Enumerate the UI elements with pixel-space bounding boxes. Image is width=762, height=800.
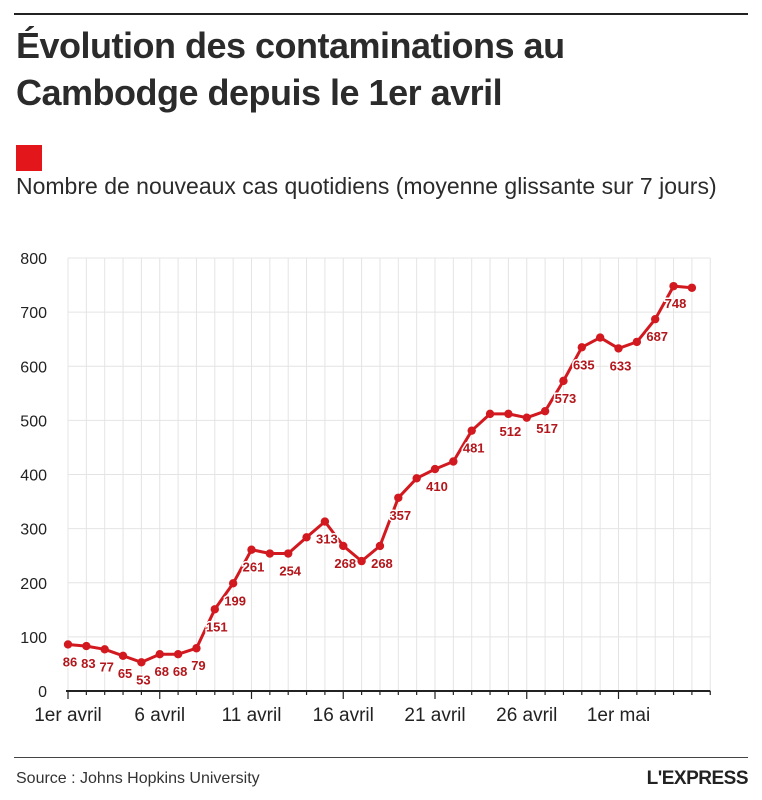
data-point	[540, 406, 550, 416]
data-label: 635	[573, 357, 595, 372]
y-tick-label: 400	[20, 468, 47, 485]
data-label: 86	[63, 654, 77, 669]
data-point	[449, 457, 458, 466]
data-point	[339, 541, 348, 551]
data-point	[284, 549, 293, 558]
data-label: 254	[279, 564, 301, 579]
data-label: 261	[243, 560, 265, 575]
data-point	[669, 281, 678, 291]
data-point	[302, 533, 311, 542]
y-tick-label: 300	[20, 522, 47, 539]
data-point	[485, 409, 495, 419]
chart-title: Évolution des contaminations au Cambodge…	[16, 25, 565, 113]
legend-swatch	[16, 145, 42, 171]
grid	[67, 257, 711, 691]
data-label: 517	[536, 421, 558, 436]
x-tick-label: 6 avril	[134, 705, 185, 726]
data-label: 83	[81, 656, 95, 671]
x-tick-label: 21 avril	[404, 705, 465, 726]
y-tick-label: 800	[20, 251, 47, 268]
data-label: 53	[136, 672, 150, 687]
data-label: 68	[173, 664, 187, 679]
data-label: 410	[426, 479, 448, 494]
data-point	[173, 649, 183, 659]
y-tick-label: 600	[20, 359, 47, 376]
data-point	[430, 464, 440, 474]
data-labels: 86 83 77 65 53 68 68 79 151 199 261 254 313 268 268 357…	[61, 295, 688, 689]
data-label: 79	[191, 658, 205, 673]
data-point	[687, 283, 697, 292]
legend-label: Nombre de nouveaux cas quotidiens (moyen…	[16, 173, 717, 199]
data-point	[228, 579, 238, 588]
data-points	[63, 281, 697, 667]
x-tick-label: 26 avril	[496, 705, 557, 726]
data-point	[155, 649, 164, 659]
data-point	[504, 409, 513, 419]
y-tick-label: 0	[38, 684, 47, 701]
data-point	[210, 605, 219, 614]
data-point	[467, 426, 476, 435]
data-point	[522, 413, 531, 422]
data-label: 512	[500, 424, 522, 439]
data-label: 573	[555, 391, 577, 406]
data-point	[577, 343, 586, 352]
data-point	[118, 651, 128, 661]
data-point	[614, 344, 623, 353]
x-tick-label: 11 avril	[222, 705, 282, 726]
data-label: 357	[389, 508, 411, 523]
y-tick-label: 500	[20, 413, 47, 430]
axes: 0 100 200 300 400 500 600 700 800 1er avril 6 avri…	[20, 251, 711, 726]
data-point	[82, 641, 91, 651]
data-label: 199	[224, 593, 246, 608]
data-point	[412, 474, 421, 483]
data-point	[632, 337, 642, 347]
data-label: 68	[155, 664, 169, 679]
line-chart: 0 100 200 300 400 500 600 700 800 1er avril 6 avri…	[20, 251, 711, 726]
data-point	[320, 517, 330, 526]
data-point	[375, 541, 385, 551]
data-label: 77	[99, 659, 113, 674]
data-point	[394, 493, 403, 502]
data-point	[137, 658, 146, 667]
data-point	[559, 376, 568, 386]
x-tick-label: 1er mai	[587, 705, 650, 726]
bottom-rule	[14, 757, 748, 758]
data-point	[63, 640, 73, 649]
data-label: 313	[316, 532, 338, 547]
data-label: 268	[334, 556, 356, 571]
data-point	[100, 645, 109, 654]
y-tick-label: 200	[20, 576, 47, 593]
data-point	[651, 314, 660, 324]
y-tick-label: 100	[20, 630, 47, 647]
data-label: 481	[463, 441, 485, 456]
source-note: Source : Johns Hopkins University	[16, 770, 260, 787]
data-label: 268	[371, 556, 393, 571]
data-label: 687	[646, 329, 668, 344]
y-tick-label: 700	[20, 305, 47, 322]
x-tick-label: 16 avril	[313, 705, 374, 726]
data-label: 748	[665, 296, 687, 311]
data-point	[357, 556, 366, 566]
x-tick-label: 1er avril	[34, 705, 102, 726]
data-point	[192, 644, 201, 653]
data-point	[595, 333, 605, 342]
data-point	[265, 549, 275, 558]
publisher-logo: L'EXPRESS	[646, 768, 749, 789]
top-rule	[14, 13, 748, 15]
data-label: 151	[206, 619, 228, 634]
data-label: 633	[610, 358, 632, 373]
data-label: 65	[118, 666, 132, 681]
data-point	[247, 545, 256, 554]
